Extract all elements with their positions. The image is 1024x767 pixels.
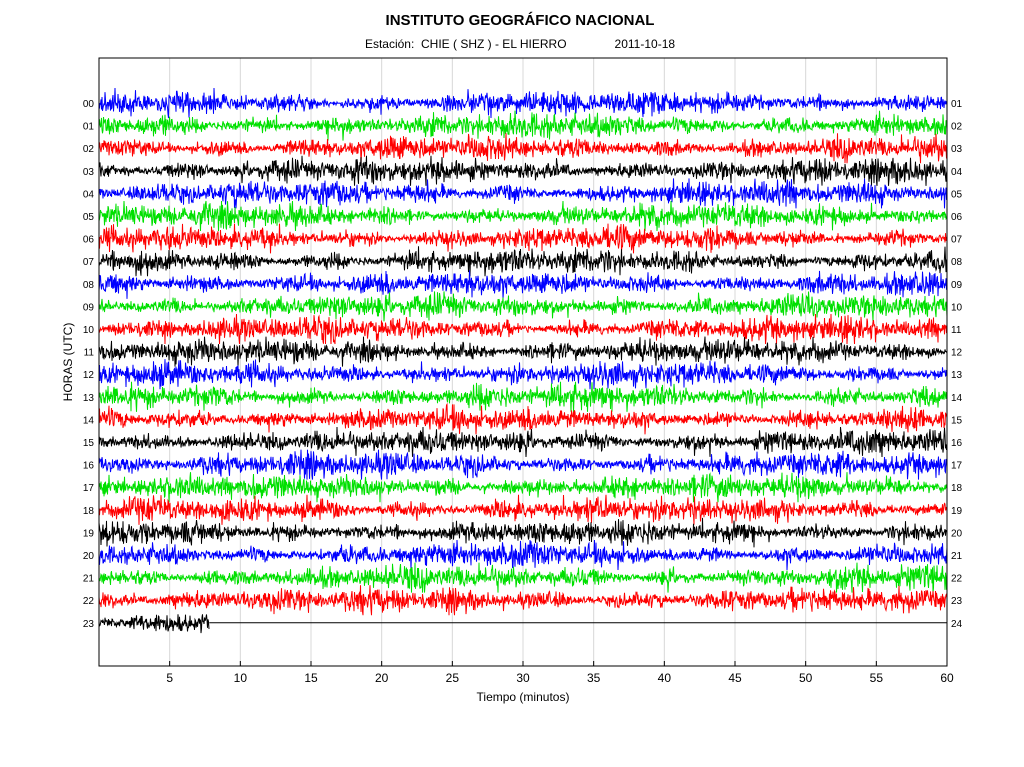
hour-label-right: 05 xyxy=(951,189,963,200)
x-tick-label: 5 xyxy=(166,671,173,685)
trace-hour-02 xyxy=(98,133,948,164)
seismic-traces xyxy=(98,87,948,634)
hour-label-right: 11 xyxy=(951,325,962,336)
hour-label-right: 21 xyxy=(951,551,963,562)
hour-label-right: 17 xyxy=(951,461,963,472)
hour-label-right: 03 xyxy=(951,144,963,155)
hour-label-right: 02 xyxy=(951,122,963,133)
x-tick-label: 25 xyxy=(446,671,460,685)
trace-hour-01 xyxy=(98,110,948,141)
trace-hour-12 xyxy=(98,359,948,390)
trace-hour-00 xyxy=(98,87,948,119)
chart-title: INSTITUTO GEOGRÁFICO NACIONAL xyxy=(385,12,655,29)
hour-label-right: 22 xyxy=(951,574,963,585)
hour-label-left: 08 xyxy=(83,280,95,291)
x-tick-label: 35 xyxy=(587,671,601,685)
hour-label-left: 14 xyxy=(83,415,95,426)
hour-label-left: 09 xyxy=(83,302,95,313)
trace-hour-04 xyxy=(98,178,948,209)
trace-hour-07 xyxy=(98,246,948,277)
hour-label-left: 10 xyxy=(83,325,95,336)
trace-hour-14 xyxy=(98,402,948,435)
hour-label-left: 23 xyxy=(83,619,95,630)
hour-label-right: 24 xyxy=(951,619,963,630)
trace-hour-22 xyxy=(98,585,948,616)
hour-label-right: 14 xyxy=(951,393,963,404)
hour-label-right: 16 xyxy=(951,438,963,449)
trace-hour-18 xyxy=(98,494,948,525)
date-label: 2011-10-18 xyxy=(614,37,676,51)
x-tick-label: 45 xyxy=(728,671,742,685)
hour-label-left: 05 xyxy=(83,212,95,223)
trace-hour-19 xyxy=(98,517,948,548)
hour-label-left: 15 xyxy=(83,438,95,449)
hour-label-left: 16 xyxy=(83,461,95,472)
hour-label-left: 21 xyxy=(83,574,95,585)
trace-hour-10 xyxy=(98,313,948,345)
x-tick-label: 55 xyxy=(870,671,884,685)
hour-label-left: 17 xyxy=(83,483,95,494)
y-axis-label: HORAS (UTC) xyxy=(61,323,75,402)
hour-label-left: 13 xyxy=(83,393,95,404)
hour-label-left: 19 xyxy=(83,528,95,539)
trace-hour-11 xyxy=(98,336,948,367)
hour-label-right: 04 xyxy=(951,167,963,178)
hour-label-right: 01 xyxy=(951,99,963,110)
x-tick-label: 60 xyxy=(940,671,954,685)
hour-label-right: 15 xyxy=(951,415,963,426)
x-tick-label: 30 xyxy=(516,671,530,685)
trace-hour-21 xyxy=(98,562,948,593)
x-tick-label: 50 xyxy=(799,671,813,685)
trace-hour-16 xyxy=(98,449,948,480)
hour-label-left: 18 xyxy=(83,506,95,517)
trace-hour-17 xyxy=(98,472,948,503)
hour-label-right: 07 xyxy=(951,235,963,246)
trace-hour-06 xyxy=(98,223,948,254)
trace-hour-03 xyxy=(98,155,948,186)
x-tick-label: 20 xyxy=(375,671,389,685)
x-tick-label: 15 xyxy=(304,671,318,685)
hour-label-right: 10 xyxy=(951,302,963,313)
hour-label-right: 08 xyxy=(951,257,963,268)
trace-hour-08 xyxy=(98,270,948,299)
hour-label-right: 20 xyxy=(951,528,963,539)
hour-label-left: 12 xyxy=(83,370,95,381)
trace-hour-23 xyxy=(98,614,210,634)
hour-label-right: 18 xyxy=(951,483,963,494)
hour-label-left: 04 xyxy=(83,189,95,200)
station-label: Estación: CHIE ( SHZ ) - EL HIERRO xyxy=(364,37,567,51)
hour-label-left: 00 xyxy=(83,99,95,110)
hour-label-left: 02 xyxy=(83,144,95,155)
hour-label-left: 11 xyxy=(84,348,95,359)
trace-hour-09 xyxy=(98,291,948,322)
hour-label-right: 19 xyxy=(951,506,963,517)
x-tick-label: 40 xyxy=(658,671,672,685)
axis-labels: 5 10 15 20 25 30 35 40 45 50 55 60 00 01 02 03 04 05 06 07 0… xyxy=(61,99,963,704)
hour-label-right: 13 xyxy=(951,370,963,381)
x-axis-label: Tiempo (minutos) xyxy=(477,690,570,704)
hour-label-left: 01 xyxy=(83,122,95,133)
hour-label-left: 07 xyxy=(83,257,95,268)
trace-hour-13 xyxy=(98,381,948,412)
hour-label-right: 06 xyxy=(951,212,963,223)
hour-label-right: 23 xyxy=(951,596,963,607)
trace-hour-20 xyxy=(98,539,948,571)
trace-hour-15 xyxy=(98,426,948,458)
hour-label-right: 12 xyxy=(951,348,963,359)
chart-subtitle: Estación: CHIE ( SHZ ) - EL HIERRO 2011-1… xyxy=(0,37,1024,51)
hour-label-left: 03 xyxy=(83,167,95,178)
hour-label-left: 06 xyxy=(83,235,95,246)
hour-label-left: 20 xyxy=(83,551,95,562)
hour-label-left: 22 xyxy=(83,596,95,607)
hour-label-right: 09 xyxy=(951,280,963,291)
trace-hour-05 xyxy=(98,200,948,232)
x-tick-label: 10 xyxy=(234,671,248,685)
